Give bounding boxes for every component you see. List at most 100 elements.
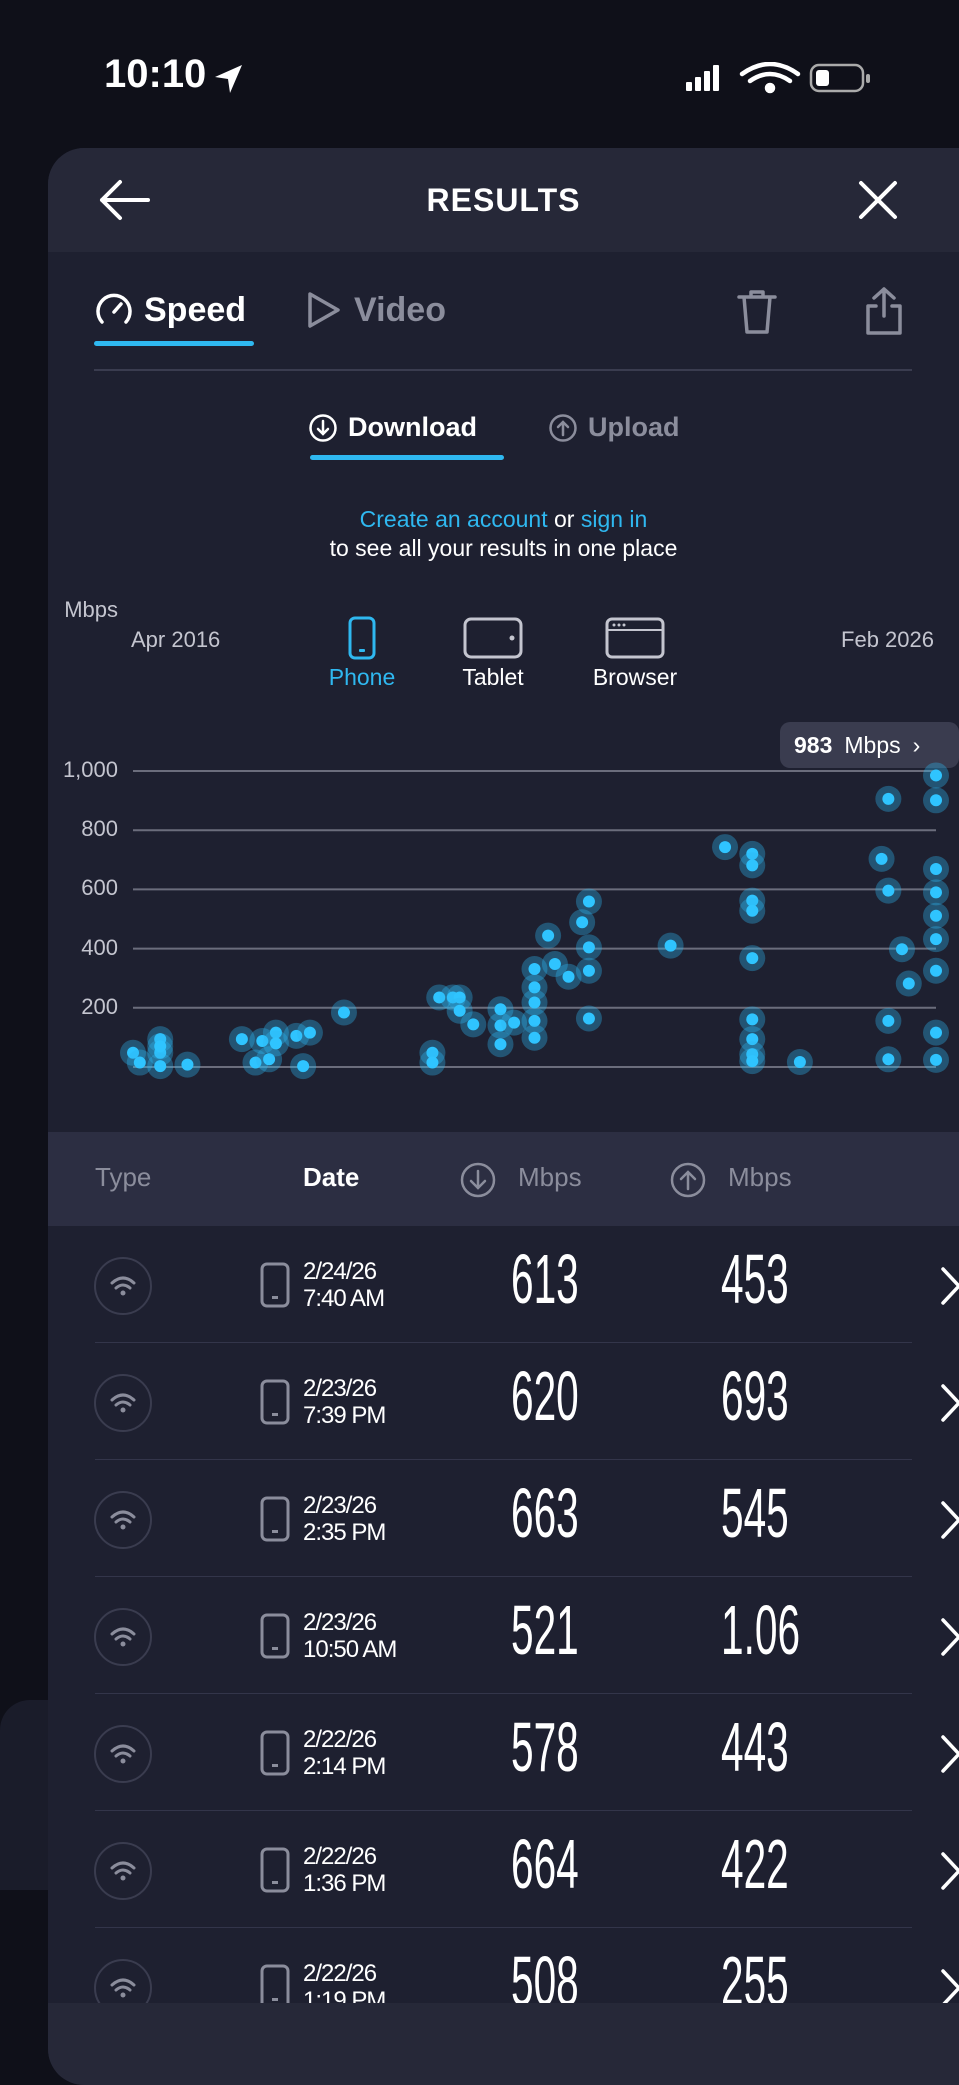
data-point[interactable] [419,1049,446,1076]
data-point[interactable] [330,999,357,1026]
data-point[interactable] [460,1011,487,1038]
data-point[interactable] [487,1012,514,1039]
data-point[interactable] [923,957,949,984]
data-point[interactable] [739,1006,766,1033]
device-tablet[interactable]: Tablet [423,616,563,691]
data-point[interactable] [712,834,739,861]
data-point[interactable] [446,984,473,1011]
data-point[interactable] [521,1007,548,1034]
chevron-right-icon[interactable] [939,1734,959,1774]
data-point[interactable] [521,989,548,1016]
data-point[interactable] [657,932,684,959]
chevron-right-icon[interactable] [939,1500,959,1540]
col-date[interactable]: Date [303,1162,360,1192]
data-point[interactable] [739,887,766,914]
data-point[interactable] [555,963,582,990]
data-point[interactable] [923,855,949,882]
tab-speed[interactable]: Speed [94,290,246,330]
data-point[interactable] [521,974,548,1001]
data-point[interactable] [426,984,453,1011]
col-upload[interactable]: Mbps [728,1162,792,1192]
chevron-right-icon[interactable] [939,1383,959,1423]
table-row[interactable]: 2/22/26 1:36 PM 664 422 [94,1811,959,1928]
data-point[interactable] [575,888,602,915]
data-point[interactable] [446,997,473,1024]
upload-speed: 422 [721,1825,789,1903]
data-point[interactable] [923,1019,949,1046]
data-point[interactable] [283,1022,310,1049]
subtab-upload[interactable]: Upload [548,412,680,443]
chevron-right-icon[interactable] [939,1617,959,1657]
data-point[interactable] [739,840,766,867]
sign-in-link[interactable]: sign in [580,506,648,532]
data-point[interactable] [923,879,949,906]
data-point[interactable] [575,957,602,984]
data-point[interactable] [923,1046,949,1073]
data-point[interactable] [923,902,949,929]
tab-video[interactable]: Video [304,290,446,330]
col-download[interactable]: Mbps [518,1162,582,1192]
table-row[interactable]: 2/23/26 10:50 AM 521 1.06 [94,1577,959,1694]
table-row[interactable]: 2/22/26 2:14 PM 578 443 [94,1694,959,1811]
data-point[interactable] [535,922,562,949]
data-point[interactable] [419,1039,446,1066]
data-point[interactable] [575,1005,602,1032]
device-browser[interactable]: Browser [565,616,705,691]
data-point[interactable] [242,1049,269,1076]
data-point[interactable] [541,950,568,977]
data-point[interactable] [923,787,949,814]
data-point[interactable] [262,1030,289,1057]
data-point[interactable] [786,1048,813,1075]
phone-icon [348,616,376,660]
data-point[interactable] [739,852,766,879]
subtab-download[interactable]: Download [308,412,477,443]
data-point[interactable] [923,926,949,953]
data-point[interactable] [501,1009,528,1036]
data-point[interactable] [739,1026,766,1053]
data-point[interactable] [868,845,895,872]
data-point[interactable] [521,1024,548,1051]
data-point[interactable] [875,785,902,812]
chevron-right-icon[interactable] [939,1968,959,2003]
y-tick-label: 600 [81,875,118,901]
table-row[interactable]: 2/23/26 7:39 PM 620 693 [94,1343,959,1460]
chevron-right-icon[interactable] [939,1851,959,1891]
data-point[interactable] [174,1051,201,1078]
data-point[interactable] [923,762,949,789]
data-point[interactable] [739,1048,766,1075]
device-phone[interactable]: Phone [292,616,432,691]
data-point[interactable] [575,934,602,961]
max-speed-badge[interactable]: 983 Mbps › [780,722,959,768]
col-type[interactable]: Type [95,1162,152,1192]
chevron-right-icon[interactable] [939,1266,959,1306]
data-point[interactable] [875,1046,902,1073]
table-row[interactable]: 2/24/26 7:40 AM 613 453 [94,1226,959,1343]
data-point[interactable] [126,1049,153,1076]
data-point[interactable] [487,1031,514,1058]
data-point[interactable] [875,877,902,904]
data-point[interactable] [228,1026,255,1053]
data-point[interactable] [296,1019,323,1046]
back-arrow-icon[interactable] [98,178,150,222]
data-point[interactable] [569,909,596,936]
create-account-link[interactable]: Create an account [359,506,548,532]
data-point[interactable] [895,970,922,997]
close-icon[interactable] [858,180,898,220]
data-point[interactable] [256,1046,283,1073]
table-row[interactable]: 2/23/26 2:35 PM 663 545 [94,1460,959,1577]
data-point[interactable] [487,996,514,1023]
data-point[interactable] [249,1027,276,1054]
trash-icon[interactable] [736,288,778,336]
data-point[interactable] [290,1053,317,1080]
data-point[interactable] [875,1007,902,1034]
data-point[interactable] [739,897,766,924]
data-point[interactable] [739,945,766,972]
data-point[interactable] [262,1019,289,1046]
table-row[interactable]: 2/22/26 1:19 PM 508 255 [94,1928,959,2003]
data-point[interactable] [521,956,548,983]
location-arrow-icon [215,65,242,93]
data-point[interactable] [147,1033,174,1060]
data-point[interactable] [147,1053,174,1080]
data-point[interactable] [888,936,915,963]
share-icon[interactable] [864,286,904,336]
